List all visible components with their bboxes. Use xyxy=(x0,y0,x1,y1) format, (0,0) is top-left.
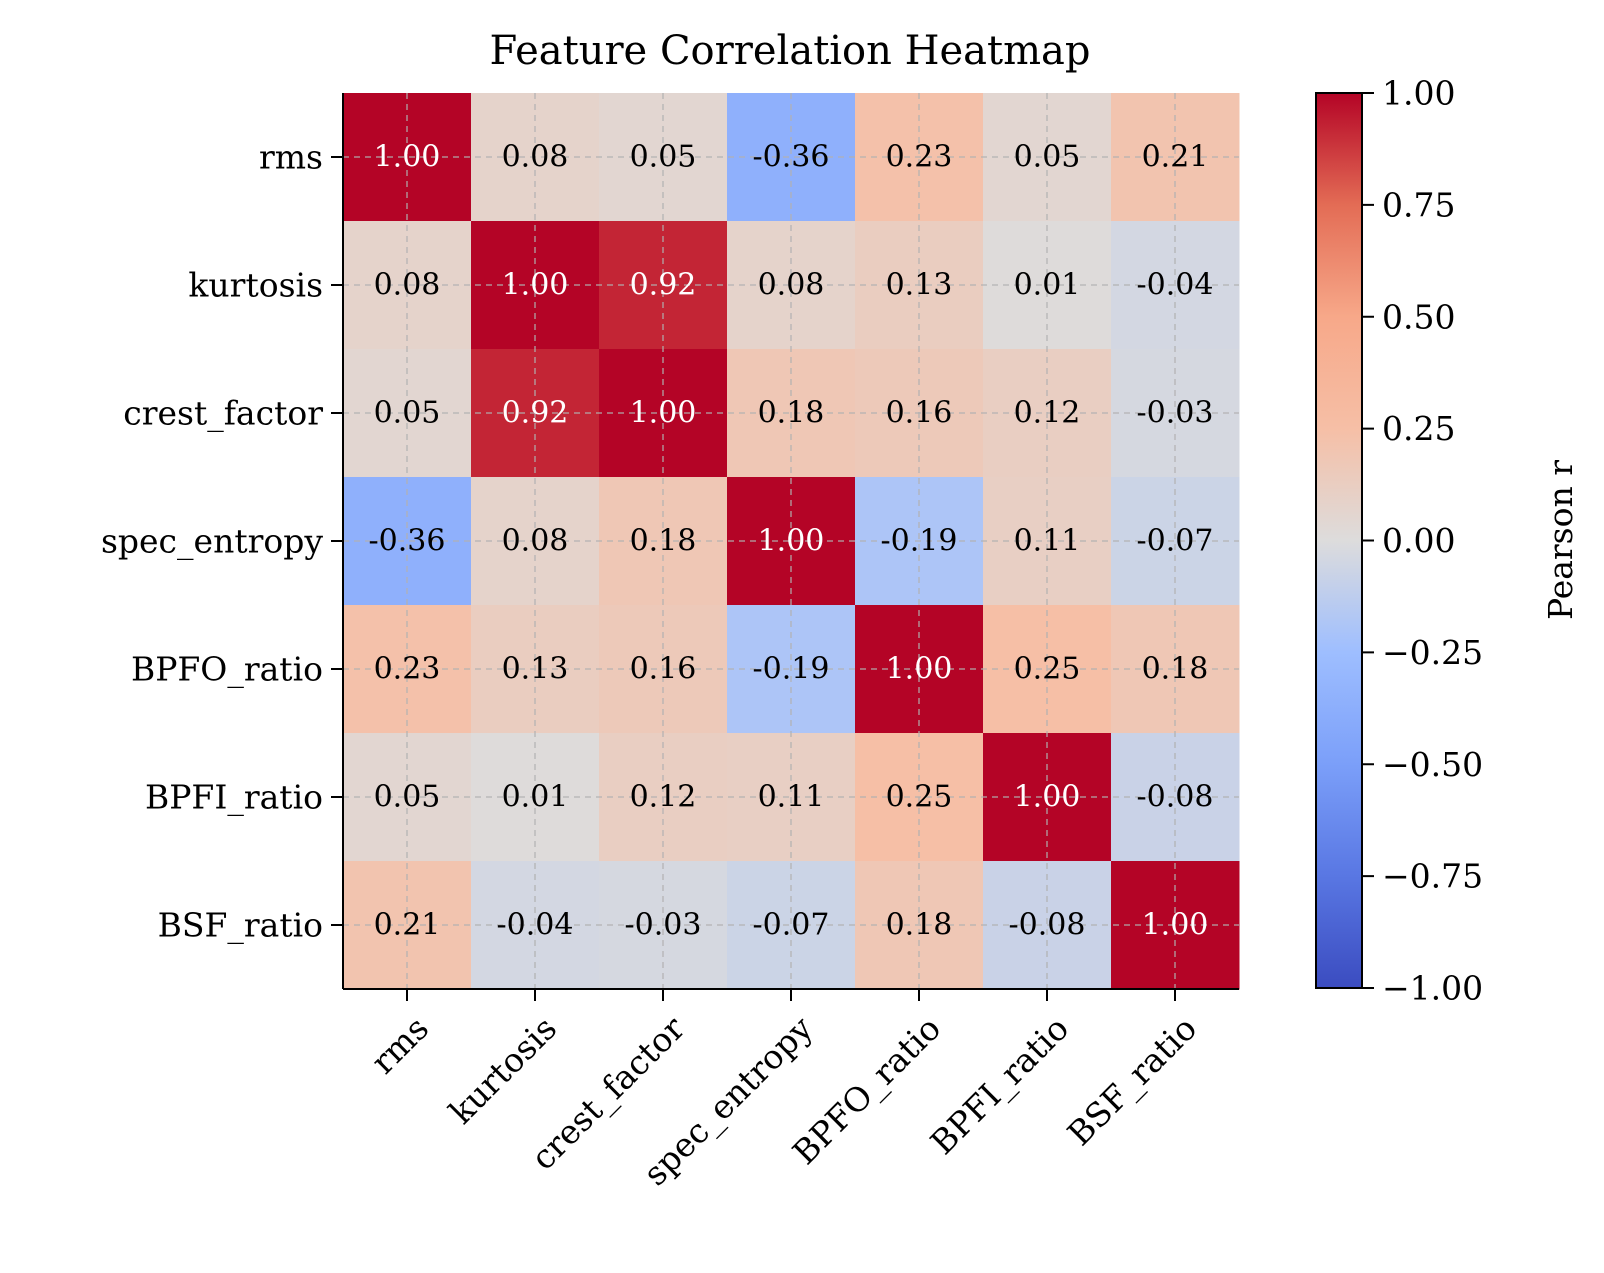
colorbar: 1.00 0.75 0.50 0.25 0.00 −0.25 −0.50 −0.75 −1.00… xyxy=(1315,74,1580,1008)
cell-value-label: 0.01 xyxy=(1014,268,1081,303)
cell-value-label: 0.01 xyxy=(502,780,569,815)
y-tick-label: rms xyxy=(259,138,323,177)
colorbar-tick-label: 0.25 xyxy=(1382,409,1455,448)
cell-value-label: 1.00 xyxy=(1142,908,1209,943)
cell-value-label: 0.23 xyxy=(374,652,441,687)
heatmap-cell xyxy=(1111,861,1240,990)
cell-value-label: 0.25 xyxy=(1014,652,1081,687)
x-tick-label: BSF_ratio xyxy=(1060,1009,1205,1154)
x-tick-label: kurtosis xyxy=(441,1009,564,1132)
cell-value-label: 0.18 xyxy=(758,396,825,431)
colorbar-ticks: 1.00 0.75 0.50 0.25 0.00 −0.25 −0.50 −0.75 −1.00 xyxy=(1362,74,1483,1008)
cell-value-label: -0.08 xyxy=(1009,908,1086,943)
cell-value-label: 0.05 xyxy=(1014,140,1081,175)
heatmap-cell-labels: 1.00 0.08 0.05 -0.36 0.23 0.05 0.21 0.08 1.00 0.9… xyxy=(369,140,1214,943)
cell-value-label: 0.12 xyxy=(1014,396,1081,431)
heatmap-cell xyxy=(727,861,856,990)
cell-value-label: -0.36 xyxy=(753,140,830,175)
cell-value-label: 0.05 xyxy=(630,140,697,175)
cell-value-label: 1.00 xyxy=(502,268,569,303)
cell-value-label: 0.08 xyxy=(502,524,569,559)
heatmap-cell xyxy=(727,477,856,606)
colorbar-tick-label: 0.75 xyxy=(1382,185,1455,224)
cell-value-label: 0.92 xyxy=(502,396,569,431)
cell-value-label: -0.08 xyxy=(1137,780,1214,815)
cell-value-label: 0.08 xyxy=(758,268,825,303)
cell-value-label: 0.23 xyxy=(886,140,953,175)
cell-value-label: -0.07 xyxy=(1137,524,1214,559)
colorbar-label: Pearson r xyxy=(1541,460,1580,620)
x-axis: rms kurtosiscrest_factorspec_entropyBPFO_… xyxy=(343,988,1239,1194)
cell-value-label: 0.08 xyxy=(374,268,441,303)
cell-value-label: 0.18 xyxy=(886,908,953,943)
heatmap-cell xyxy=(1111,477,1240,606)
cell-value-label: 1.00 xyxy=(630,396,697,431)
colorbar-tick-label: 0.00 xyxy=(1382,521,1455,560)
y-tick-label: crest_factor xyxy=(123,394,323,434)
cell-value-label: 0.05 xyxy=(374,780,441,815)
cell-value-label: 0.11 xyxy=(758,780,825,815)
cell-value-label: 0.92 xyxy=(630,268,697,303)
y-tick-label: BPFO_ratio xyxy=(131,650,323,690)
cell-value-label: -0.07 xyxy=(753,908,830,943)
cell-value-label: -0.03 xyxy=(1137,396,1214,431)
cell-value-label: 0.25 xyxy=(886,780,953,815)
cell-value-label: 0.11 xyxy=(1014,524,1081,559)
colorbar-tick-label: 1.00 xyxy=(1382,74,1455,113)
cell-value-label: -0.04 xyxy=(1137,268,1214,303)
cell-value-label: 0.16 xyxy=(630,652,697,687)
colorbar-tick-label: −0.75 xyxy=(1382,857,1483,896)
colorbar-tick-label: −0.50 xyxy=(1382,745,1483,784)
y-tick-label: BSF_ratio xyxy=(158,906,323,946)
cell-value-label: 0.12 xyxy=(630,780,697,815)
heatmap-cell xyxy=(343,477,472,606)
cell-value-label: -0.19 xyxy=(881,524,958,559)
x-tick-label: rms xyxy=(363,1009,436,1082)
colorbar-tick-label: −1.00 xyxy=(1382,969,1483,1008)
cell-value-label: 0.13 xyxy=(502,652,569,687)
y-tick-label: kurtosis xyxy=(188,266,323,305)
heatmap-cell xyxy=(1111,93,1240,222)
cell-value-label: 0.05 xyxy=(374,396,441,431)
cell-value-label: 0.21 xyxy=(374,908,441,943)
cell-value-label: 0.16 xyxy=(886,396,953,431)
y-axis: rms kurtosis crest_factor spec_entropy BPFO_… xyxy=(101,93,344,989)
cell-value-label: 0.13 xyxy=(886,268,953,303)
x-tick-label: BPFI_ratio xyxy=(923,1009,1077,1163)
chart-title: Feature Correlation Heatmap xyxy=(490,28,1091,74)
cell-value-label: 1.00 xyxy=(758,524,825,559)
cell-value-label: 1.00 xyxy=(886,652,953,687)
colorbar-tick-label: 0.50 xyxy=(1382,297,1455,336)
cell-value-label: -0.19 xyxy=(753,652,830,687)
cell-value-label: 1.00 xyxy=(1014,780,1081,815)
cell-value-label: 0.18 xyxy=(1142,652,1209,687)
cell-value-label: 1.00 xyxy=(374,140,441,175)
cell-value-label: -0.04 xyxy=(497,908,574,943)
colorbar-gradient xyxy=(1315,92,1363,989)
cell-value-label: -0.03 xyxy=(625,908,702,943)
colorbar-tick-label: −0.25 xyxy=(1382,633,1483,672)
cell-value-label: 0.08 xyxy=(502,140,569,175)
cell-value-label: -0.36 xyxy=(369,524,446,559)
heatmap-cell xyxy=(343,93,472,222)
y-tick-label: BPFI_ratio xyxy=(145,778,323,818)
cell-value-label: 0.21 xyxy=(1142,140,1209,175)
cell-value-label: 0.18 xyxy=(630,524,697,559)
y-tick-label: spec_entropy xyxy=(101,522,323,562)
heatmap-cell xyxy=(343,861,472,990)
heatmap-cell xyxy=(727,93,856,222)
